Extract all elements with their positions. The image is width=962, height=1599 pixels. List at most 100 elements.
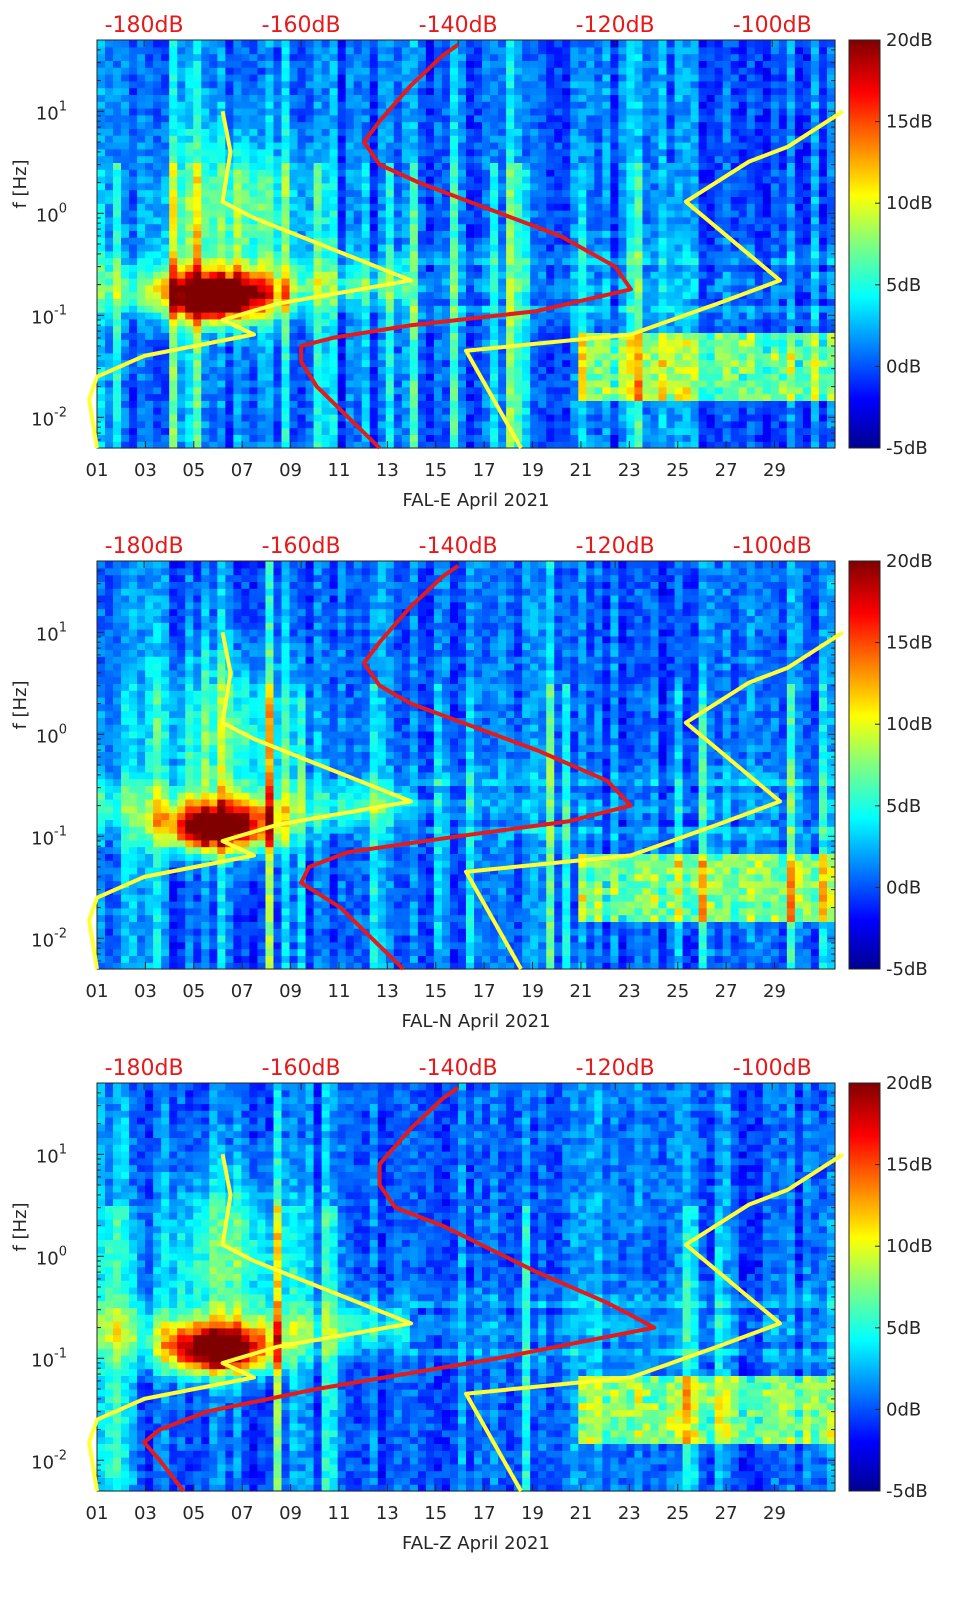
heatmap-cell bbox=[417, 400, 427, 408]
heatmap-cell bbox=[233, 271, 242, 279]
heatmap-cell bbox=[562, 46, 571, 55]
heatmap-cell bbox=[369, 305, 379, 313]
heatmap-cell bbox=[177, 94, 186, 102]
heatmap-cell bbox=[297, 46, 307, 55]
heatmap-cell bbox=[538, 346, 547, 354]
heatmap-cell bbox=[674, 80, 684, 89]
heatmap-cell bbox=[353, 291, 363, 299]
heatmap-cell bbox=[706, 312, 716, 320]
heatmap-cell bbox=[441, 373, 451, 381]
heatmap-cell bbox=[385, 305, 395, 313]
heatmap-cell bbox=[618, 250, 628, 259]
heatmap-cell bbox=[506, 257, 515, 265]
heatmap-cell bbox=[642, 142, 652, 150]
heatmap-cell bbox=[650, 386, 660, 395]
heatmap-cell bbox=[466, 53, 475, 61]
heatmap-cell bbox=[249, 325, 259, 333]
heatmap-cell bbox=[273, 80, 283, 89]
heatmap-cell bbox=[746, 182, 756, 191]
heatmap-cell bbox=[345, 346, 355, 354]
heatmap-cell bbox=[738, 380, 748, 388]
heatmap-cell bbox=[634, 237, 644, 245]
heatmap-cell bbox=[257, 114, 267, 123]
heatmap-cell bbox=[634, 332, 644, 340]
heatmap-cell bbox=[626, 216, 636, 225]
heatmap-cell bbox=[361, 441, 371, 449]
heatmap-cell bbox=[449, 216, 459, 225]
heatmap-cell bbox=[137, 380, 146, 388]
heatmap-cell bbox=[265, 427, 275, 435]
heatmap-cell bbox=[425, 284, 435, 293]
heatmap-cell bbox=[425, 67, 435, 75]
heatmap-cell bbox=[313, 278, 323, 286]
heatmap-cell bbox=[634, 284, 644, 293]
heatmap-cell bbox=[474, 46, 483, 55]
heatmap-cell bbox=[169, 244, 178, 252]
heatmap-cell bbox=[297, 53, 307, 61]
heatmap-cell bbox=[369, 87, 379, 95]
heatmap-cell bbox=[113, 46, 122, 55]
heatmap-cell bbox=[602, 108, 611, 116]
heatmap-cell bbox=[522, 346, 531, 354]
heatmap-cell bbox=[241, 441, 251, 449]
heatmap-cell bbox=[522, 87, 531, 95]
heatmap-cell bbox=[225, 244, 234, 252]
heatmap-cell bbox=[161, 264, 170, 272]
heatmap-cell bbox=[153, 162, 162, 170]
heatmap-cell bbox=[666, 182, 676, 191]
heatmap-cell bbox=[377, 346, 387, 354]
heatmap-cell bbox=[193, 291, 202, 299]
heatmap-cell bbox=[570, 278, 579, 286]
heatmap-cell bbox=[690, 162, 700, 170]
heatmap-cell bbox=[746, 40, 756, 48]
heatmap-cell bbox=[241, 67, 251, 75]
heatmap-cell bbox=[626, 312, 636, 320]
heatmap-cell bbox=[706, 210, 716, 218]
heatmap-cell bbox=[506, 80, 515, 89]
heatmap-cell bbox=[105, 74, 114, 82]
heatmap-cell bbox=[666, 380, 676, 388]
heatmap-cell bbox=[289, 434, 299, 442]
heatmap-cell bbox=[738, 346, 748, 354]
heatmap-cell bbox=[642, 230, 652, 238]
heatmap-cell bbox=[674, 216, 684, 225]
heatmap-cell bbox=[385, 380, 395, 388]
heatmap-cell bbox=[602, 264, 611, 272]
heatmap-cell bbox=[241, 250, 251, 259]
heatmap-cell bbox=[113, 346, 122, 354]
heatmap-cell bbox=[634, 420, 644, 429]
heatmap-cell bbox=[538, 441, 547, 449]
heatmap-cell bbox=[570, 230, 579, 238]
heatmap-cell bbox=[385, 203, 395, 211]
heatmap-cell bbox=[169, 87, 178, 95]
heatmap-cell bbox=[201, 434, 210, 442]
heatmap-cell bbox=[393, 60, 403, 68]
heatmap-cell bbox=[177, 53, 186, 61]
heatmap-cell bbox=[369, 414, 379, 422]
heatmap-cell bbox=[105, 94, 114, 102]
heatmap-cell bbox=[289, 400, 299, 408]
heatmap-cell bbox=[241, 162, 251, 170]
heatmap-cell bbox=[209, 108, 218, 116]
heatmap-cell bbox=[225, 121, 234, 129]
heatmap-cell bbox=[265, 67, 275, 75]
heatmap-cell bbox=[369, 67, 379, 75]
heatmap-cell bbox=[722, 244, 732, 252]
heatmap-cell bbox=[329, 60, 339, 68]
heatmap-cell bbox=[265, 373, 275, 381]
heatmap-cell bbox=[482, 366, 491, 374]
heatmap-cell bbox=[562, 298, 571, 306]
heatmap-cell bbox=[209, 60, 218, 68]
heatmap-cell bbox=[554, 325, 563, 333]
heatmap-cell bbox=[401, 101, 411, 109]
heatmap-cell bbox=[642, 414, 652, 422]
heatmap-cell bbox=[682, 189, 692, 197]
heatmap-cell bbox=[522, 400, 531, 408]
heatmap-cell bbox=[594, 135, 603, 143]
heatmap-cell bbox=[145, 142, 154, 150]
heatmap-cell bbox=[706, 94, 716, 102]
heatmap-cell bbox=[425, 176, 435, 184]
heatmap-cell bbox=[185, 223, 194, 231]
heatmap-cell bbox=[281, 257, 291, 265]
heatmap-cell bbox=[161, 427, 170, 435]
